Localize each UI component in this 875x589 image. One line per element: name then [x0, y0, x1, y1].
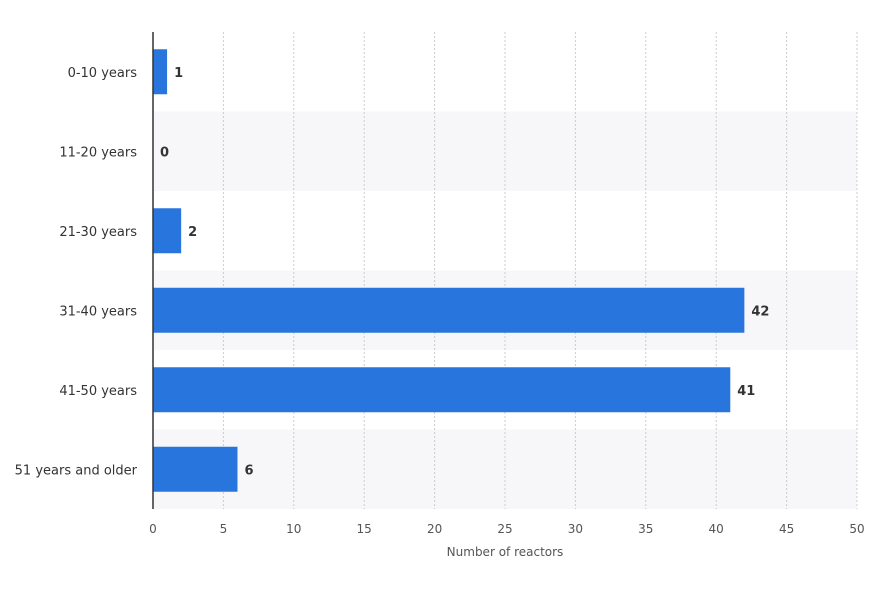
row-band	[153, 111, 857, 191]
x-tick-label: 45	[779, 522, 794, 536]
gridlines	[222, 32, 858, 509]
category-label: 21-30 years	[59, 225, 137, 240]
x-axis-title: Number of reactors	[447, 545, 564, 559]
x-tick-label: 0	[149, 522, 157, 536]
category-label: 0-10 years	[68, 66, 138, 81]
bar[interactable]	[153, 446, 238, 492]
x-tick-label: 5	[220, 522, 228, 536]
data-label: 1	[174, 66, 183, 81]
data-label: 2	[188, 225, 197, 240]
data-label: 42	[751, 304, 769, 319]
data-label: 6	[244, 463, 253, 478]
category-label: 11-20 years	[59, 145, 137, 160]
x-tick-labels: 0 5 10 15 20 25 30 35 40 45 50	[149, 522, 864, 536]
x-tick-label: 20	[427, 522, 442, 536]
data-label: 41	[737, 384, 755, 399]
bar[interactable]	[153, 367, 731, 413]
bar[interactable]	[153, 49, 168, 95]
category-label: 51 years and older	[15, 463, 138, 478]
x-tick-label: 25	[497, 522, 512, 536]
x-tick-label: 10	[286, 522, 301, 536]
x-tick-label: 15	[357, 522, 372, 536]
x-tick-label: 30	[568, 522, 583, 536]
bar[interactable]	[153, 208, 182, 254]
category-labels: 0-10 years 11-20 years 21-30 years 31-40 ye…	[15, 66, 138, 479]
x-tick-label: 40	[709, 522, 724, 536]
data-label: 0	[160, 145, 169, 160]
category-label: 41-50 years	[59, 384, 137, 399]
category-label: 31-40 years	[59, 304, 137, 319]
data-labels: 1 0 2 42 41 6	[160, 66, 769, 479]
bar[interactable]	[153, 287, 745, 333]
bars	[153, 49, 745, 492]
x-tick-label: 50	[849, 522, 864, 536]
x-tick-label: 35	[638, 522, 653, 536]
